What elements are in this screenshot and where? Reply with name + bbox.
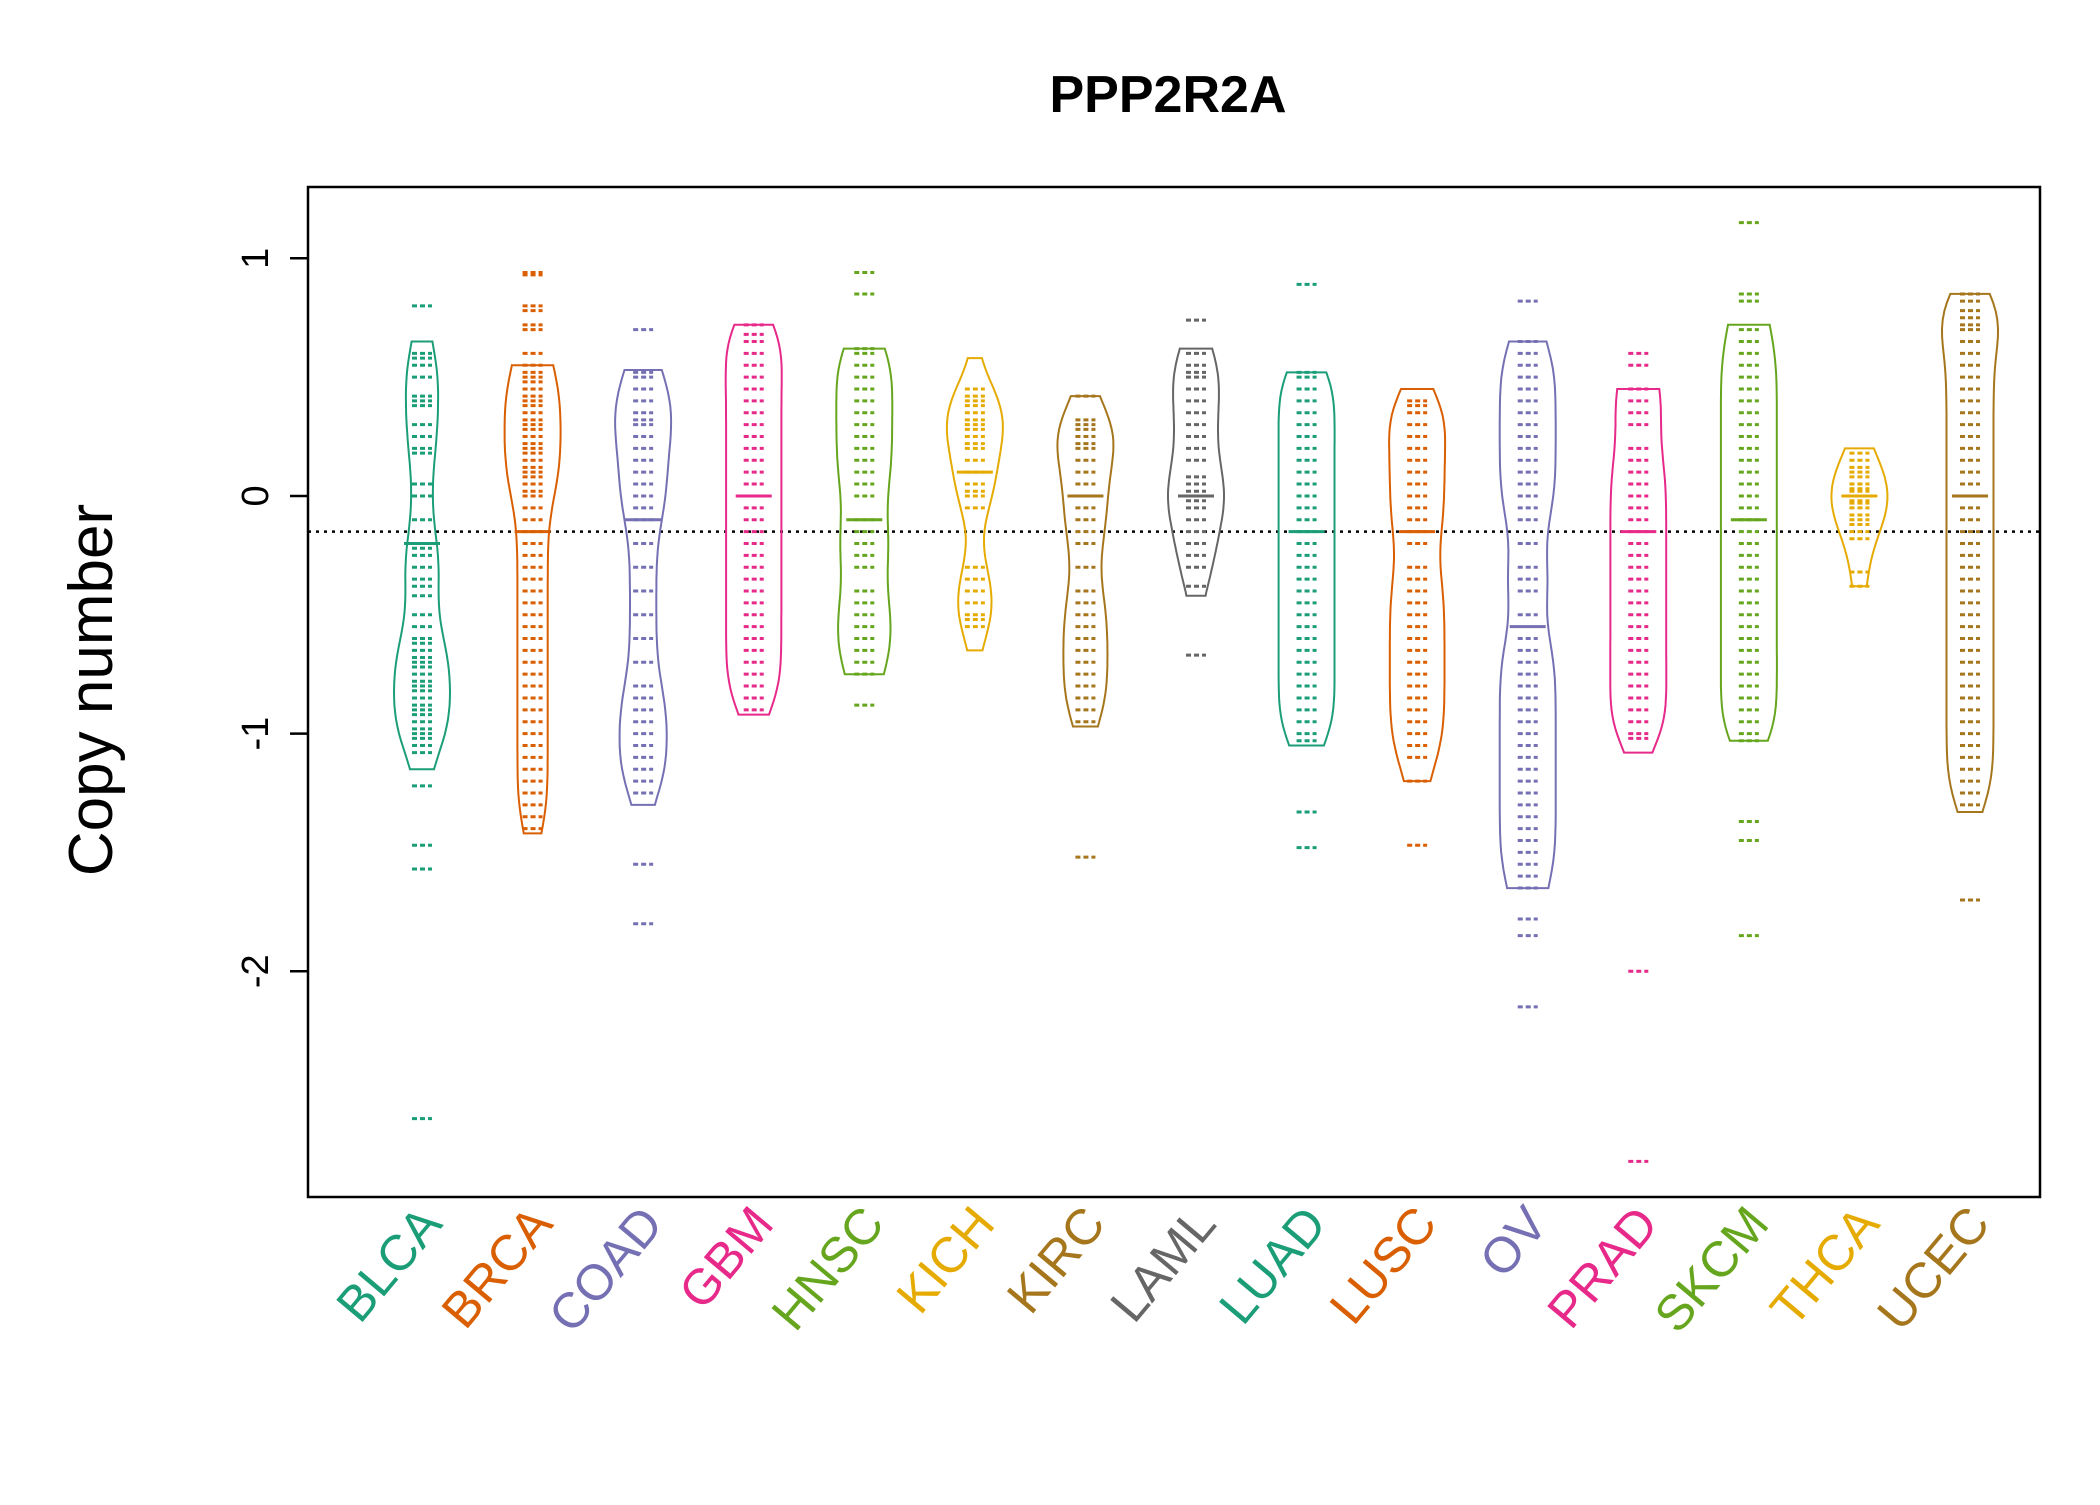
y-tick-label: 0 — [235, 485, 277, 506]
bean-outline — [945, 357, 1004, 652]
bean-outline — [835, 347, 894, 676]
bean-ov — [1498, 299, 1557, 1009]
bean-coad — [614, 328, 673, 926]
bean-outline — [1609, 388, 1668, 754]
y-tick-label: -1 — [235, 717, 277, 751]
x-category-label: HNSC — [761, 1196, 895, 1341]
bean-brca — [503, 271, 562, 835]
x-category-label: UCEC — [1866, 1196, 2000, 1341]
bean-luad — [1277, 282, 1336, 850]
y-axis-label: Copy number — [57, 504, 126, 876]
bean-skcm — [1719, 221, 1778, 938]
bean-ucec — [1940, 292, 2000, 902]
bean-outline — [1498, 340, 1557, 890]
bean-hnsc — [835, 271, 894, 707]
x-category-label: LAML — [1100, 1196, 1227, 1332]
plot-frame — [306, 185, 2042, 1199]
y-axis: -2 -1 0 1 — [235, 248, 308, 988]
bean-outline — [614, 369, 673, 806]
bean-gbm — [724, 323, 783, 716]
x-category-label: KIRC — [996, 1196, 1116, 1324]
bean-outline — [1830, 447, 1889, 588]
bean-lusc — [1388, 388, 1447, 847]
bean-outline — [724, 323, 783, 716]
bean-outline — [503, 364, 562, 835]
bean-thca — [1830, 447, 1889, 588]
chart-title: PPP2R2A — [1050, 66, 1287, 124]
x-category-label: LUSC — [1319, 1196, 1448, 1334]
bean-marks — [308, 221, 2040, 1163]
x-category-label: BLCA — [326, 1196, 453, 1333]
bean-laml — [1167, 318, 1225, 657]
bean-outline — [1940, 292, 2000, 813]
y-tick-label: 1 — [235, 248, 277, 269]
bean-kich — [945, 357, 1004, 652]
x-category-label: BRCA — [431, 1196, 564, 1339]
x-category-label: SKCM — [1644, 1196, 1780, 1343]
x-category-label: THCA — [1759, 1196, 1890, 1337]
bean-outline — [1719, 323, 1778, 742]
bean-outline — [1056, 395, 1115, 728]
x-category-label: KICH — [886, 1196, 1006, 1324]
bean-prad — [1609, 351, 1668, 1163]
bean-outline — [1388, 388, 1447, 783]
y-tick-label: -2 — [235, 954, 277, 988]
x-category-label: PRAD — [1537, 1196, 1669, 1338]
bean-blca — [392, 304, 452, 1121]
x-category-label: LUAD — [1208, 1196, 1337, 1334]
bean-outline — [1167, 347, 1225, 597]
bean-kirc — [1056, 394, 1115, 859]
x-category-label: OV — [1469, 1196, 1559, 1288]
x-category-label: COAD — [538, 1196, 674, 1343]
bean-outline — [1277, 371, 1336, 747]
bean-outline — [392, 340, 452, 771]
